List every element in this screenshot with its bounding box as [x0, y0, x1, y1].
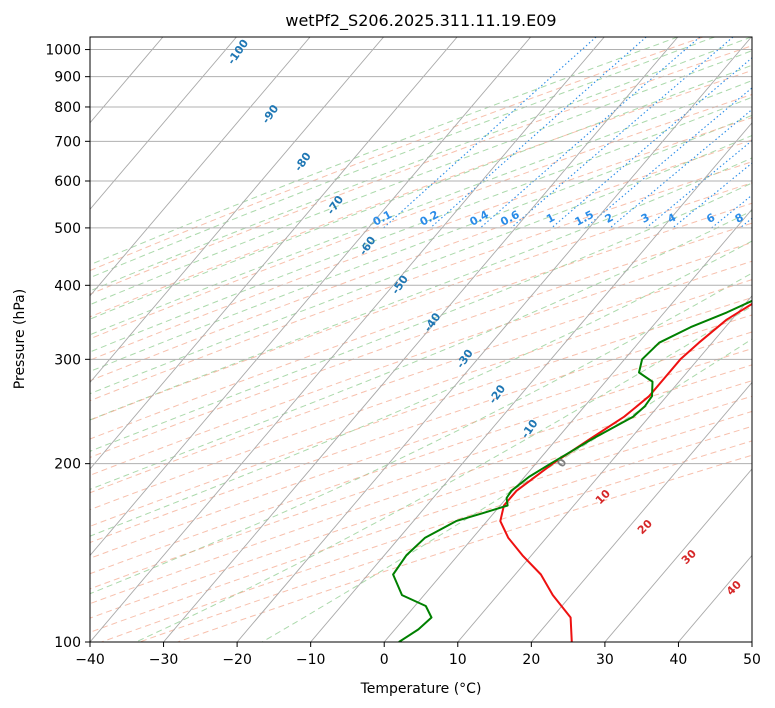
dry-adiabat-line [90, 348, 752, 575]
moist-adiabat-line [90, 134, 752, 395]
isotherm-line [383, 208, 752, 642]
mixing-ratio-lines [383, 37, 752, 229]
isotherm-line [530, 381, 752, 642]
y-tick-label: 400 [54, 278, 81, 294]
dry-adiabat-line [90, 161, 752, 402]
y-axis-title: Pressure (hPa) [12, 289, 28, 389]
moist-adiabat-line [90, 114, 752, 372]
y-tick-label: 800 [54, 100, 81, 116]
mixing-ratio-line [645, 139, 752, 229]
dry-adiabat-line [90, 260, 752, 494]
x-tick-label: 10 [449, 652, 467, 668]
dry-adiabat-line [90, 45, 752, 295]
profile-series [392, 299, 752, 642]
y-tick-label: 1000 [45, 43, 81, 59]
isotherm-line [310, 122, 752, 642]
isotherm-line [90, 37, 311, 297]
dry-adiabat-line [90, 182, 752, 421]
dewpoint-line [392, 299, 752, 642]
y-tick-label: 600 [54, 174, 81, 190]
isotherm-line [90, 37, 237, 211]
dry-adiabat-line [101, 425, 752, 642]
y-tick-label: 500 [54, 221, 81, 237]
x-tick-label: −10 [296, 652, 326, 668]
isotherm-line [90, 37, 605, 642]
moist-adiabat-line [90, 50, 752, 306]
x-axis: −40 −30 −20 −10 0 10 20 30 40 50 [75, 642, 761, 668]
x-tick-label: 30 [596, 652, 614, 668]
plot-area: -100-90-80-70-60-50-40-30-20-10010203040… [90, 37, 752, 642]
x-tick-label: −30 [149, 652, 179, 668]
mixing-ratio-line [479, 37, 701, 229]
moist-adiabat-line [90, 37, 752, 292]
mixing-ratio-line [383, 37, 597, 229]
moist-adiabat-line [90, 157, 752, 421]
y-tick-label: 700 [54, 134, 81, 150]
dry-adiabats [90, 37, 752, 642]
dry-adiabat-line [90, 139, 752, 382]
isotherm-line [90, 37, 532, 557]
isobars [90, 49, 752, 642]
moist-adiabat-line [90, 37, 715, 279]
y-tick-label: 100 [54, 635, 81, 651]
moist-adiabat-line [90, 80, 752, 336]
isotherm-line [163, 37, 679, 642]
dry-adiabat-line [139, 440, 752, 642]
dry-adiabat-line [90, 364, 752, 590]
x-axis-title: Temperature (°C) [360, 681, 482, 697]
moist-adiabat-line [90, 64, 752, 320]
isotherm-line [604, 468, 752, 642]
mixing-ratio-line [551, 57, 752, 229]
isotherm-line [90, 37, 458, 470]
x-tick-label: −40 [75, 652, 105, 668]
moist-adiabat-line [90, 182, 752, 452]
x-tick-label: 40 [670, 652, 688, 668]
y-axis: 100 200 300 400 500 600 700 800 900 1000 [45, 43, 90, 651]
dry-adiabat-line [90, 242, 752, 476]
y-tick-label: 300 [54, 352, 81, 368]
moist-adiabat-line [135, 305, 752, 642]
dry-adiabat-line [90, 69, 752, 318]
isotherm-line [236, 37, 752, 642]
y-tick-label: 900 [54, 70, 81, 86]
dry-adiabat-line [90, 410, 752, 633]
dry-adiabat-line [90, 117, 752, 361]
dry-adiabat-line [90, 314, 752, 544]
dry-adiabat-line [90, 297, 752, 527]
x-tick-label: −20 [222, 652, 252, 668]
y-tick-label: 200 [54, 457, 81, 473]
plot-frame [89, 36, 753, 643]
isotherms [90, 37, 752, 642]
dry-adiabat-line [90, 37, 704, 272]
chart-title: wetPf2_S206.2025.311.11.19.E09 [285, 11, 556, 31]
dry-adiabat-line [90, 395, 752, 619]
x-tick-label: 0 [380, 652, 389, 668]
moist-adiabat-line [90, 37, 678, 266]
dry-adiabat-line [90, 380, 752, 605]
x-tick-label: 20 [522, 652, 540, 668]
dry-adiabat-line [90, 331, 752, 559]
dry-adiabat-line [90, 222, 752, 458]
moist-adiabat-line [261, 338, 752, 642]
temperature-line [499, 302, 752, 642]
dry-adiabat-line [90, 202, 752, 440]
isotherm-line [457, 295, 752, 642]
mixing-ratio-line [510, 37, 734, 229]
x-tick-label: 50 [743, 652, 761, 668]
isotherm-line [90, 37, 384, 384]
